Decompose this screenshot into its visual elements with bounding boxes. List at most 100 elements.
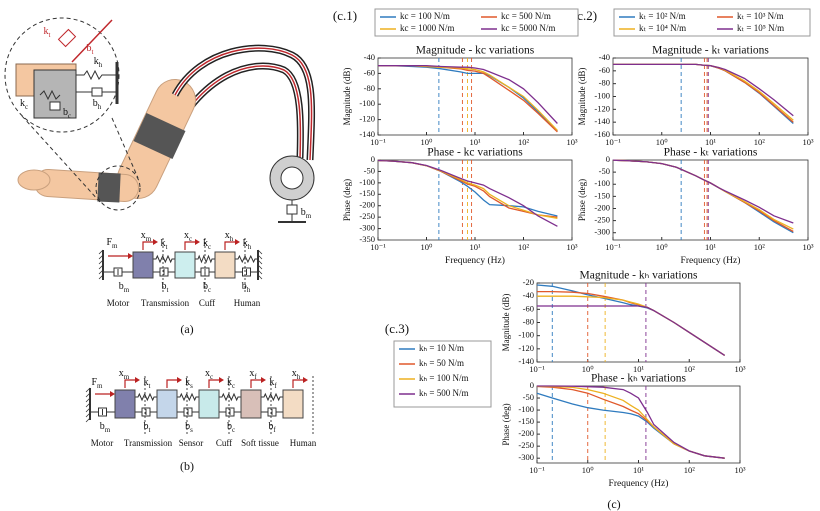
arrow-head <box>153 239 158 245</box>
upper-cuff <box>133 112 186 160</box>
symbol-main: b <box>93 98 98 109</box>
symbol-subscript: m <box>97 382 103 390</box>
panel-label: (c.1) <box>333 8 357 23</box>
y-tick-label: 0 <box>530 380 534 390</box>
symbol-main: x <box>141 230 146 241</box>
component-name: Cuff <box>199 298 215 308</box>
wall-hatch <box>257 249 263 255</box>
symbol-main: b <box>227 421 232 432</box>
zoom-cable <box>71 19 113 63</box>
plot-area <box>536 282 741 363</box>
chart-title: Magnitude - kₕ variations <box>579 270 698 282</box>
component-name: Human <box>290 438 317 448</box>
y-tick-label: -350 <box>359 234 375 244</box>
plot-area <box>612 57 809 136</box>
displacement-arrow <box>250 379 263 388</box>
arrow-head <box>177 377 182 383</box>
displacement-arrow <box>184 241 197 250</box>
symbol-main: b <box>242 281 247 292</box>
symbol-subscript: h <box>297 373 301 381</box>
series-line <box>377 159 558 227</box>
y-tick-label: -150 <box>359 188 375 198</box>
symbol-label: bc <box>63 107 71 119</box>
zoom-spring <box>39 89 61 101</box>
y-tick-label: -50 <box>523 392 534 402</box>
wall-hatch <box>257 259 263 265</box>
x-tick-label: 10¹ <box>705 242 717 252</box>
x-tick-label: 10² <box>684 465 696 475</box>
x-tick-label: 10⁰ <box>421 242 434 252</box>
y-tick-label: -250 <box>594 215 610 225</box>
chart-title: Magnitude - kₜ variations <box>652 45 769 57</box>
spring <box>153 254 175 264</box>
symbol-main: b <box>144 421 149 432</box>
mass-block <box>132 251 154 279</box>
y-tick-label: -60 <box>523 303 534 313</box>
x-tick-label: 10⁻¹ <box>529 465 545 475</box>
symbol-label: Fm <box>106 237 118 249</box>
component-name: Sensor <box>179 438 204 448</box>
y-tick-label: -100 <box>594 178 610 188</box>
x-tick-label: 10⁻¹ <box>605 242 621 252</box>
y-tick-label: -200 <box>594 202 610 212</box>
y-tick-label: 0 <box>371 154 375 164</box>
symbol-subscript: t <box>49 31 51 39</box>
symbol-label: kh <box>243 238 252 250</box>
symbol-label: kt <box>161 238 168 250</box>
caption: (a) <box>180 322 193 336</box>
mass-block <box>156 389 178 419</box>
y-tick-label: -200 <box>518 428 534 438</box>
component-name: Transmission <box>141 298 190 308</box>
x-tick-label: 10⁻¹ <box>370 137 386 147</box>
y-tick-label: -20 <box>523 277 534 287</box>
symbol-subscript: c <box>208 286 211 294</box>
series-line <box>612 159 794 224</box>
symbol-main: b <box>87 43 92 54</box>
symbol-label: bh <box>242 281 251 293</box>
symbol-label: kc <box>227 377 235 389</box>
cable <box>174 47 313 161</box>
symbol-label: bm <box>100 421 111 433</box>
symbol-main: x <box>184 230 189 241</box>
arrow-head <box>195 239 200 245</box>
displacement-arrow <box>292 379 305 388</box>
y-tick-label: -100 <box>518 404 534 414</box>
symbol-main: k <box>161 238 166 249</box>
x-tick-label: 10³ <box>566 242 578 252</box>
y-tick-label: -40 <box>523 290 534 300</box>
symbol-main: k <box>243 238 248 249</box>
symbol-subscript: t <box>92 48 94 56</box>
series-line <box>537 305 726 356</box>
symbol-main: k <box>227 377 232 388</box>
wall-hatch <box>98 274 104 280</box>
symbol-label: bc <box>203 281 211 293</box>
component-name: Motor <box>91 438 114 448</box>
symbol-label: kc <box>20 98 28 110</box>
symbol-main: b <box>63 107 68 118</box>
x-tick-label: 10⁰ <box>421 137 434 147</box>
y-tick-label: -300 <box>518 452 534 462</box>
wall-hatch <box>85 402 91 408</box>
symbol-label: bm <box>119 281 130 293</box>
x-tick-label: 10² <box>518 137 530 147</box>
symbol-label: xh <box>292 368 301 380</box>
component-name: Transmission <box>124 438 173 448</box>
zoom-damper <box>49 101 61 111</box>
chart-title: Phase - kc variations <box>427 147 523 159</box>
wall-hatch <box>98 254 104 260</box>
wall-hatch <box>98 264 104 270</box>
y-axis-label: Magnitude (dB) <box>501 294 511 352</box>
x-tick-label: 10⁰ <box>582 465 595 475</box>
y-tick-label: 0 <box>606 154 610 164</box>
x-tick-label: 10⁻¹ <box>370 242 386 252</box>
series-line <box>378 65 558 132</box>
zoom-spring <box>57 28 77 48</box>
x-tick-label: 10³ <box>566 137 578 147</box>
x-tick-label: 10¹ <box>633 364 645 374</box>
zoom-detail <box>4 17 141 211</box>
symbol-label: bt <box>162 281 169 293</box>
spring <box>235 254 258 264</box>
mass-block <box>174 251 196 279</box>
